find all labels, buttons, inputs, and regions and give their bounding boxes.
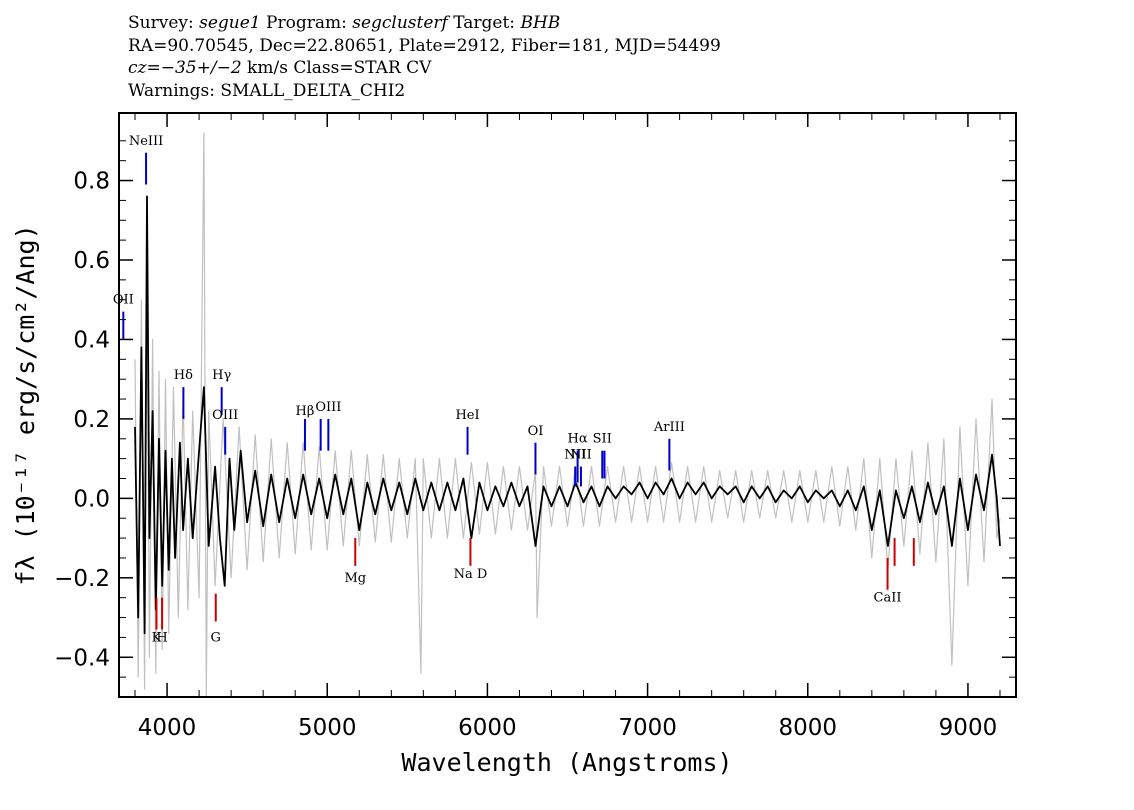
emission-line-label: OIII <box>315 400 341 415</box>
cz-rest: km/s Class=STAR CV <box>241 58 432 78</box>
header-line-3: cz=−35+/−2 km/s Class=STAR CV <box>128 57 721 80</box>
survey-value: segue1 <box>199 13 261 33</box>
error-layer <box>134 132 1001 697</box>
emission-line-label: ArIII <box>653 420 685 435</box>
program-value: segclusterf <box>352 13 448 33</box>
target-label: Target: <box>453 13 516 33</box>
emission-line-label: Hβ <box>296 404 315 419</box>
emission-line-label: OI <box>528 424 544 439</box>
emission-line-label: HeI <box>455 408 479 423</box>
header-line-4: Warnings: SMALL_DELTA_CHI2 <box>128 80 406 101</box>
header-line-2: RA=90.70545, Dec=22.80651, Plate=2912, F… <box>128 35 721 56</box>
survey-label: Survey: <box>128 13 194 33</box>
emission-line-label: NII <box>570 448 592 463</box>
cz-label: cz= <box>128 58 161 78</box>
absorption-line-label: G <box>211 630 221 645</box>
y-tick-label: 0.8 <box>73 169 110 195</box>
emission-line-label: OIII <box>212 408 238 423</box>
plot-frame <box>118 112 1017 698</box>
x-tick-label: 6000 <box>458 715 517 741</box>
y-tick-label: 0.6 <box>73 248 110 274</box>
emission-line-label: Hδ <box>174 368 193 383</box>
program-label: Program: <box>266 13 347 33</box>
absorption-line-label: H <box>156 630 167 645</box>
emission-line-label: NeIII <box>129 134 163 149</box>
x-tick-label: 5000 <box>298 715 357 741</box>
y-tick-label: 0.4 <box>73 327 110 353</box>
absorption-line-label: K <box>152 630 162 645</box>
y-tick-label: 0.0 <box>73 486 110 512</box>
emission-line-label: Hα <box>568 432 588 447</box>
target-value: BHB <box>520 13 561 33</box>
x-tick-label: 9000 <box>939 715 998 741</box>
x-tick-label: 7000 <box>618 715 677 741</box>
spectrum-header: Survey: segue1 Program: segclusterf Targ… <box>128 12 721 102</box>
y-tick-label: 0.2 <box>73 407 110 433</box>
ticks-layer: 4000 5000 6000 7000 8000 9000 −0.4 −0.2 0.0 0.2 0.… <box>54 113 1016 741</box>
cz-value: −35+/−2 <box>160 58 242 78</box>
x-tick-label: 4000 <box>138 715 197 741</box>
x-tick-label: 8000 <box>778 715 837 741</box>
y-axis-label: fλ (10⁻¹⁷ erg/s/cm²/Ang) <box>11 224 40 585</box>
absorption-line-label: CaII <box>874 591 902 606</box>
flux-series-line <box>134 195 1001 635</box>
y-tick-label: −0.2 <box>54 566 110 592</box>
absorption-line-label: Na D <box>454 567 488 582</box>
emission-line-label: SII <box>593 432 612 447</box>
emission-line-label: Hγ <box>212 368 231 383</box>
emission-line-label: NII <box>564 448 586 463</box>
y-tick-label: −0.4 <box>54 645 110 671</box>
flux-layer <box>134 195 1001 635</box>
absorption-line-label: Mg <box>344 571 366 586</box>
x-axis-label: Wavelength (Angstroms) <box>401 748 732 777</box>
error-series-line <box>134 132 1001 697</box>
header-line-1: Survey: segue1 Program: segclusterf Targ… <box>128 12 721 35</box>
